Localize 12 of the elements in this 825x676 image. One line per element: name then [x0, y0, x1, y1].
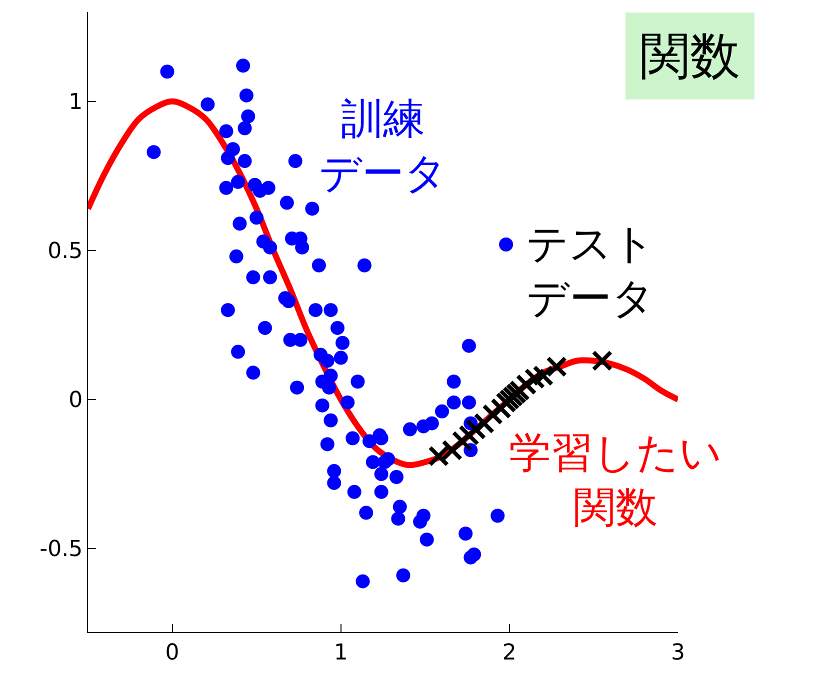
y-tick-label: -0.5 — [40, 537, 83, 562]
x-tick-label: 1 — [334, 640, 348, 666]
series-label: 訓練データ — [319, 94, 447, 198]
y-tick-label: 0.5 — [48, 239, 83, 264]
chart-title: 関数 — [640, 27, 740, 85]
x-tick-label: 0 — [165, 640, 180, 666]
y-tick-label: 1 — [68, 90, 83, 116]
series-label: テストデータ — [526, 219, 655, 323]
x-tick-label: 2 — [502, 640, 516, 666]
x-tick-label: 3 — [671, 640, 685, 666]
y-tick-label: 0 — [68, 388, 83, 414]
series-label: 学習したい関数 — [509, 428, 722, 532]
